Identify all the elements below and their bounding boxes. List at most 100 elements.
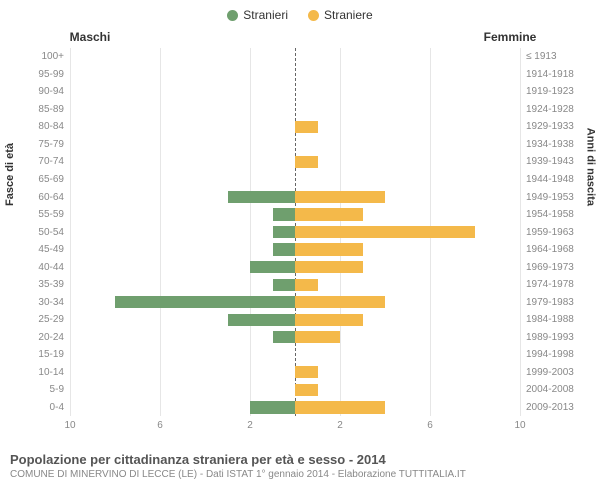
- bar-male: [273, 279, 296, 291]
- age-row: 100+≤ 1913: [70, 48, 520, 66]
- male-half: [70, 276, 295, 294]
- age-row: 85-891924-1928: [70, 101, 520, 119]
- female-half: [295, 66, 520, 84]
- ylabel-year: Anni di nascita: [584, 128, 596, 206]
- bar-male: [250, 261, 295, 273]
- bar-female: [295, 296, 385, 308]
- chart-subtitle: COMUNE DI MINERVINO DI LECCE (LE) - Dati…: [10, 469, 590, 480]
- female-half: [295, 101, 520, 119]
- male-half: [70, 381, 295, 399]
- female-half: [295, 346, 520, 364]
- footer: Popolazione per cittadinanza straniera p…: [0, 446, 600, 480]
- bar-female: [295, 156, 318, 168]
- male-half: [70, 241, 295, 259]
- legend-label-female: Straniere: [324, 8, 373, 22]
- female-half: [295, 153, 520, 171]
- male-half: [70, 66, 295, 84]
- age-label: 10-14: [38, 367, 70, 378]
- bar-male: [273, 226, 296, 238]
- legend-item-female: Straniere: [308, 8, 373, 22]
- x-tick-label: 10: [514, 420, 525, 431]
- age-label: 25-29: [38, 314, 70, 325]
- year-label: 1999-2003: [520, 367, 574, 378]
- age-row: 20-241989-1993: [70, 329, 520, 347]
- x-tick-label: 10: [64, 420, 75, 431]
- bar-male: [273, 331, 296, 343]
- age-row: 60-641949-1953: [70, 188, 520, 206]
- bar-female: [295, 191, 385, 203]
- male-half: [70, 83, 295, 101]
- male-half: [70, 136, 295, 154]
- female-half: [295, 293, 520, 311]
- age-row: 70-741939-1943: [70, 153, 520, 171]
- bar-male: [250, 401, 295, 413]
- bar-female: [295, 401, 385, 413]
- age-row: 65-691944-1948: [70, 171, 520, 189]
- female-half: [295, 171, 520, 189]
- bar-male: [273, 243, 296, 255]
- x-tick-label: 2: [337, 420, 343, 431]
- female-half: [295, 311, 520, 329]
- year-label: 1989-1993: [520, 332, 574, 343]
- age-label: 0-4: [50, 402, 70, 413]
- year-label: 1919-1923: [520, 86, 574, 97]
- male-half: [70, 101, 295, 119]
- year-label: 1994-1998: [520, 349, 574, 360]
- male-half: [70, 171, 295, 189]
- age-label: 100+: [41, 51, 70, 62]
- female-half: [295, 206, 520, 224]
- bar-female: [295, 314, 363, 326]
- year-label: 1979-1983: [520, 297, 574, 308]
- female-half: [295, 223, 520, 241]
- age-row: 5-92004-2008: [70, 381, 520, 399]
- side-headers: Maschi Femmine: [0, 30, 600, 44]
- year-label: 1969-1973: [520, 262, 574, 273]
- female-half: [295, 381, 520, 399]
- male-half: [70, 223, 295, 241]
- year-label: 1944-1948: [520, 174, 574, 185]
- female-half: [295, 241, 520, 259]
- legend-item-male: Stranieri: [227, 8, 288, 22]
- age-label: 85-89: [38, 104, 70, 115]
- age-row: 25-291984-1988: [70, 311, 520, 329]
- female-half: [295, 83, 520, 101]
- ylabel-age: Fasce di età: [4, 143, 16, 206]
- bar-male: [115, 296, 295, 308]
- age-label: 95-99: [38, 69, 70, 80]
- age-label: 75-79: [38, 139, 70, 150]
- female-half: [295, 329, 520, 347]
- male-half: [70, 311, 295, 329]
- header-female: Femmine: [300, 30, 600, 44]
- year-label: 1959-1963: [520, 227, 574, 238]
- bar-female: [295, 226, 475, 238]
- bar-female: [295, 331, 340, 343]
- female-half: [295, 258, 520, 276]
- age-label: 50-54: [38, 227, 70, 238]
- bar-male: [273, 208, 296, 220]
- age-label: 60-64: [38, 192, 70, 203]
- year-label: 1939-1943: [520, 156, 574, 167]
- female-half: [295, 118, 520, 136]
- bar-male: [228, 191, 296, 203]
- year-label: 2009-2013: [520, 402, 574, 413]
- age-label: 15-19: [38, 349, 70, 360]
- age-row: 80-841929-1933: [70, 118, 520, 136]
- male-half: [70, 329, 295, 347]
- age-row: 15-191994-1998: [70, 346, 520, 364]
- age-row: 45-491964-1968: [70, 241, 520, 259]
- male-half: [70, 153, 295, 171]
- year-label: 1934-1938: [520, 139, 574, 150]
- male-half: [70, 258, 295, 276]
- age-row: 30-341979-1983: [70, 293, 520, 311]
- year-label: 1924-1928: [520, 104, 574, 115]
- bar-female: [295, 279, 318, 291]
- year-label: 1914-1918: [520, 69, 574, 80]
- bar-male: [228, 314, 296, 326]
- male-half: [70, 188, 295, 206]
- bar-female: [295, 366, 318, 378]
- age-row: 10-141999-2003: [70, 364, 520, 382]
- age-label: 40-44: [38, 262, 70, 273]
- bar-female: [295, 121, 318, 133]
- age-row: 40-441969-1973: [70, 258, 520, 276]
- age-row: 95-991914-1918: [70, 66, 520, 84]
